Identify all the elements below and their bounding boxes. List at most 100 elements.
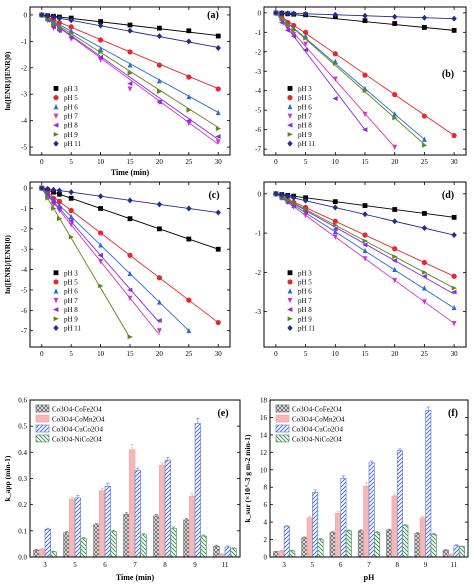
data-point (392, 92, 398, 98)
legend-label: pH 11 (64, 324, 82, 332)
y-axis-title: ln([ENR]/[ENR]0) (3, 235, 12, 294)
data-point (362, 12, 368, 19)
fit-line-ph8 (275, 12, 366, 130)
y-axis-title: k_sur (×10^-3 g m-2 min-1) (243, 434, 252, 523)
bar (134, 470, 142, 558)
x-axis-title: Time (min) (111, 168, 150, 177)
legend-label: pH 6 (64, 288, 78, 296)
data-point (273, 9, 279, 16)
bar (50, 551, 57, 558)
legend-marker (287, 132, 293, 137)
x-tick-label: 15 (127, 158, 135, 166)
data-point (332, 96, 338, 101)
data-point (285, 193, 291, 200)
plot-frame (29, 399, 241, 558)
data-point (127, 252, 133, 258)
y-tick-label: 0 (24, 11, 28, 19)
legend-label: pH 5 (64, 278, 78, 286)
y-tick-label: 2 (264, 536, 268, 544)
legend-label: Co3O4-NiCo2O4 (52, 436, 102, 444)
legend-label: pH 5 (298, 278, 312, 286)
data-point (451, 304, 457, 311)
x-tick-label: 5 (304, 158, 308, 166)
data-point (185, 118, 192, 124)
data-point (332, 204, 338, 211)
x-tick-label: 30 (215, 158, 223, 166)
data-point (303, 212, 308, 219)
legend-swatch (35, 434, 50, 443)
legend-marker (53, 103, 59, 110)
legend-marker (53, 113, 59, 119)
x-tick-label: 5 (69, 350, 73, 358)
y-tick-label: 8 (264, 484, 268, 492)
data-point (215, 44, 221, 51)
bar (402, 525, 409, 558)
bar (278, 550, 285, 558)
data-point (392, 111, 398, 117)
bar (110, 531, 117, 558)
data-point (279, 16, 285, 22)
x-tick-label: 5 (73, 561, 77, 569)
x-tick-label: 30 (451, 158, 459, 166)
y-tick-label: 10 (260, 466, 268, 474)
plot-frame (269, 399, 469, 558)
y-tick-label: -1 (21, 38, 27, 46)
data-point (127, 287, 133, 293)
data-point (362, 242, 368, 248)
data-point (422, 142, 428, 148)
legend-marker (287, 297, 293, 304)
bar (153, 515, 160, 558)
x-tick-label: 6 (339, 561, 343, 569)
data-point (127, 81, 133, 87)
data-point (51, 21, 57, 27)
x-tick-label: 15 (127, 350, 135, 358)
data-point (451, 285, 458, 291)
data-point (44, 12, 51, 19)
data-point (98, 49, 104, 55)
legend-marker (53, 316, 59, 322)
legend-marker (287, 95, 293, 101)
y-tick-label: 0 (264, 554, 268, 562)
legend-label: pH 7 (64, 113, 78, 121)
data-point (392, 246, 398, 252)
data-point (57, 25, 63, 31)
x-tick-label: 0 (274, 350, 278, 358)
bar (374, 532, 381, 558)
bar (386, 529, 393, 558)
data-point (186, 327, 192, 334)
data-point (362, 211, 368, 218)
data-point (215, 109, 221, 116)
bar (38, 548, 46, 558)
y-tick-label: -2 (255, 269, 261, 277)
data-point (186, 74, 192, 80)
bar (391, 495, 398, 558)
x-tick-label: 25 (421, 350, 429, 358)
data-point (278, 20, 285, 25)
data-point (451, 15, 457, 22)
data-point (422, 285, 427, 291)
data-point (98, 283, 104, 289)
data-point (451, 273, 457, 279)
y-tick-label: 16 (260, 414, 268, 422)
x-tick-label: 5 (69, 158, 73, 166)
y-tick-label: 0.6 (18, 397, 27, 405)
y-tick-label: -4 (21, 117, 27, 125)
bar (164, 459, 172, 558)
data-point (68, 207, 74, 214)
data-point (186, 38, 192, 45)
y-tick-label: -4 (21, 266, 27, 274)
legend-label: Co3O4-CoFe2O4 (292, 406, 342, 414)
data-point (284, 27, 291, 33)
data-point (285, 197, 291, 203)
x-axis-title: Time (min) (116, 573, 155, 582)
bar (128, 449, 136, 558)
data-point (215, 86, 221, 92)
x-tick-label: 7 (367, 561, 371, 569)
bar (453, 545, 460, 558)
data-point (98, 19, 103, 24)
data-point (156, 201, 163, 208)
data-point (97, 22, 104, 29)
legend-label: pH 9 (298, 131, 312, 139)
data-point (156, 99, 162, 105)
legend-swatch (35, 414, 50, 423)
